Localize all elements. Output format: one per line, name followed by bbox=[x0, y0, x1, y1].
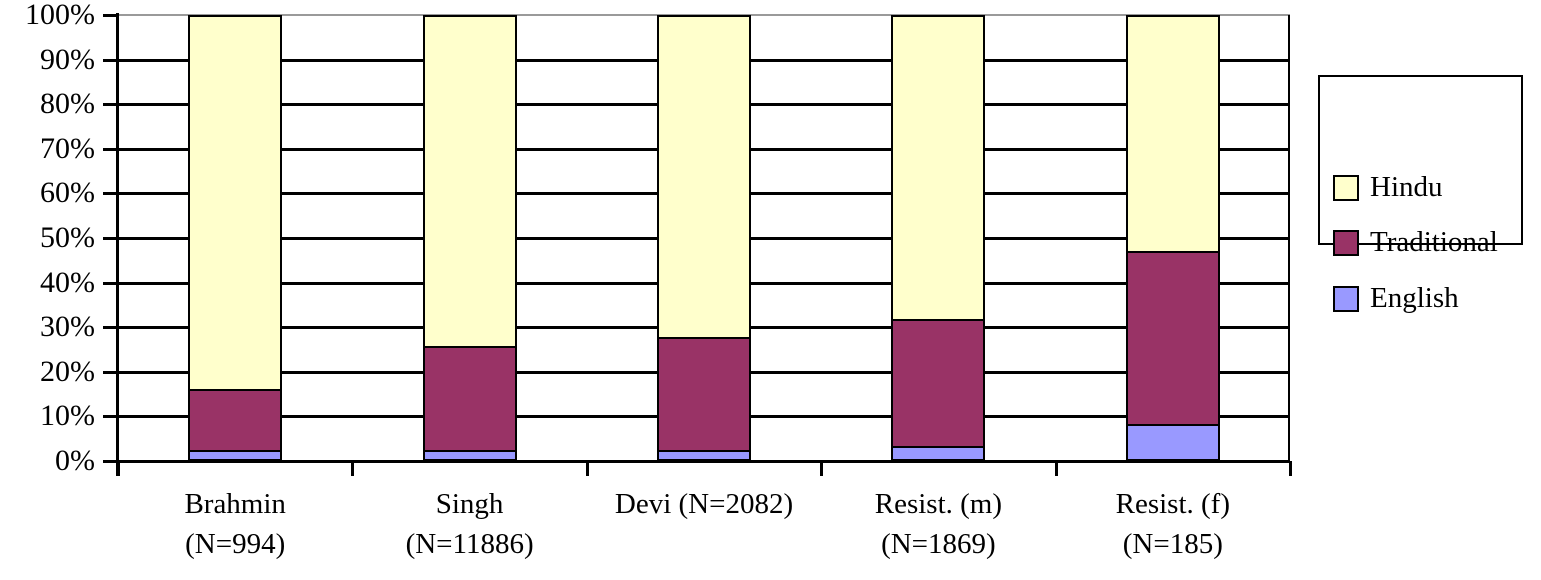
bar-resist-m bbox=[891, 15, 986, 461]
bar-resist-f bbox=[1125, 15, 1220, 461]
y-axis bbox=[116, 13, 119, 476]
category-label-line1: Resist. (m) bbox=[874, 488, 1003, 520]
segment-hindu bbox=[424, 17, 515, 346]
x-axis-tick bbox=[1054, 461, 1058, 476]
segment-traditional bbox=[1127, 251, 1218, 425]
category-label: Resist. (m) (N=1869) bbox=[813, 484, 1063, 564]
segment-english bbox=[190, 450, 281, 459]
segment-traditional bbox=[659, 336, 749, 451]
y-axis-tick bbox=[103, 281, 118, 285]
y-axis-tick bbox=[103, 192, 118, 196]
segment-hindu bbox=[893, 17, 984, 320]
x-axis bbox=[116, 460, 1290, 463]
segment-traditional bbox=[893, 319, 984, 447]
hindu-swatch bbox=[1333, 174, 1359, 201]
segment-hindu bbox=[190, 17, 281, 390]
y-axis-label: 0% bbox=[55, 444, 95, 477]
traditional-swatch bbox=[1333, 229, 1359, 256]
x-axis-tick bbox=[351, 461, 355, 476]
y-axis-label: 90% bbox=[40, 42, 95, 76]
x-axis-tick bbox=[820, 461, 824, 476]
segment-traditional bbox=[190, 389, 281, 451]
y-axis-tick bbox=[103, 460, 118, 463]
y-axis-label: 50% bbox=[40, 221, 95, 254]
english-swatch bbox=[1333, 285, 1359, 312]
bar-brahmin bbox=[188, 15, 283, 461]
y-axis-tick bbox=[103, 58, 118, 62]
category-label-line1: Singh bbox=[435, 488, 504, 520]
legend-label-hindu: Hindu bbox=[1370, 171, 1443, 203]
segment-english bbox=[659, 450, 749, 459]
segment-english bbox=[1127, 424, 1218, 459]
category-label: Devi (N=2082) bbox=[579, 484, 829, 524]
category-label-line2: (N=1869) bbox=[881, 528, 996, 560]
y-axis-label: 10% bbox=[40, 399, 95, 433]
segment-hindu bbox=[659, 17, 749, 337]
category-label-line2: (N=994) bbox=[185, 528, 286, 560]
category-label-line1: Devi (N=2082) bbox=[614, 488, 794, 520]
y-axis-label: 60% bbox=[40, 176, 95, 210]
category-label-line1: Brahmin bbox=[184, 488, 286, 520]
x-axis-tick bbox=[585, 461, 589, 476]
x-axis-tick bbox=[117, 461, 120, 476]
y-axis-tick bbox=[103, 103, 118, 107]
y-axis-label: 30% bbox=[40, 310, 95, 344]
y-axis-label: 70% bbox=[40, 131, 95, 165]
y-axis-tick bbox=[103, 14, 118, 17]
y-axis-tick bbox=[103, 147, 118, 151]
bar-singh bbox=[422, 15, 517, 461]
legend-label-english: English bbox=[1370, 282, 1459, 314]
legend: Hindu Traditional English bbox=[1318, 75, 1523, 313]
x-axis-tick bbox=[1289, 461, 1292, 476]
y-axis-label: 40% bbox=[40, 265, 95, 299]
y-axis-label: 100% bbox=[25, 0, 95, 31]
category-label: Brahmin (N=994) bbox=[110, 484, 360, 564]
segment-hindu bbox=[1127, 17, 1218, 252]
legend-item-traditional: Traditional bbox=[1333, 228, 1498, 257]
segment-english bbox=[893, 446, 984, 459]
plot-right-border bbox=[1288, 15, 1290, 461]
bar-devi-n bbox=[657, 15, 751, 461]
legend-item-english: English bbox=[1333, 284, 1459, 313]
y-axis-tick bbox=[103, 326, 118, 330]
segment-traditional bbox=[424, 345, 515, 451]
y-axis-tick bbox=[103, 415, 118, 419]
category-label-line2: (N=11886) bbox=[405, 528, 534, 560]
category-label-line1: Resist. (f) bbox=[1115, 488, 1230, 520]
y-axis-label: 20% bbox=[40, 354, 95, 388]
y-axis-tick bbox=[103, 370, 118, 374]
legend-item-hindu: Hindu bbox=[1333, 173, 1443, 202]
category-label: Resist. (f) (N=185) bbox=[1048, 484, 1298, 564]
segment-english bbox=[424, 450, 515, 459]
category-label-line2: (N=185) bbox=[1122, 528, 1223, 560]
y-axis-tick bbox=[103, 237, 118, 240]
legend-label-traditional: Traditional bbox=[1370, 226, 1498, 258]
y-axis-label: 80% bbox=[40, 87, 95, 121]
category-label: Singh (N=11886) bbox=[345, 484, 595, 564]
